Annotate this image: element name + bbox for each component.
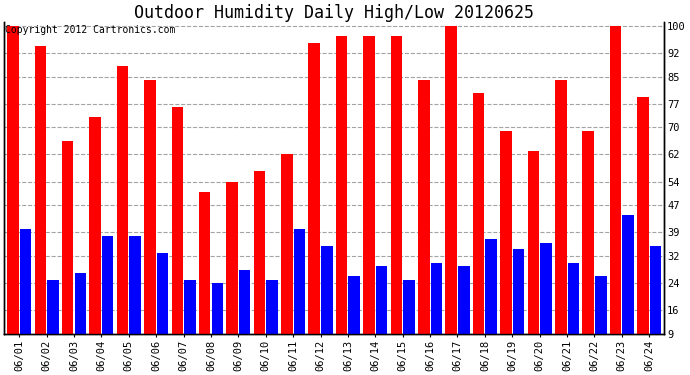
Bar (446, 26, 457, 364)
Bar (47, 280, 59, 364)
Bar (568, 263, 579, 364)
Bar (622, 216, 634, 364)
Bar (528, 151, 539, 364)
Bar (34, 46, 46, 364)
Bar (62, 141, 73, 364)
Bar (473, 93, 484, 364)
Bar (513, 249, 524, 364)
Bar (117, 66, 128, 364)
Bar (391, 36, 402, 364)
Bar (308, 43, 320, 364)
Bar (226, 182, 238, 364)
Bar (431, 263, 442, 364)
Bar (336, 36, 347, 364)
Bar (418, 80, 430, 364)
Bar (294, 229, 305, 364)
Bar (650, 246, 661, 364)
Bar (348, 276, 360, 364)
Bar (281, 154, 293, 364)
Bar (239, 270, 250, 364)
Bar (540, 243, 552, 364)
Bar (321, 246, 333, 364)
Bar (458, 266, 470, 364)
Bar (363, 36, 375, 364)
Bar (500, 131, 512, 364)
Bar (184, 280, 196, 364)
Bar (102, 236, 113, 364)
Bar (610, 26, 621, 364)
Bar (89, 117, 101, 364)
Bar (7, 26, 19, 364)
Bar (144, 80, 156, 364)
Bar (254, 171, 265, 364)
Bar (129, 236, 141, 364)
Bar (266, 280, 278, 364)
Bar (20, 229, 31, 364)
Title: Outdoor Humidity Daily High/Low 20120625: Outdoor Humidity Daily High/Low 20120625 (135, 4, 534, 22)
Bar (199, 192, 210, 364)
Bar (582, 131, 594, 364)
Bar (555, 80, 566, 364)
Bar (157, 253, 168, 364)
Bar (486, 239, 497, 364)
Bar (595, 276, 607, 364)
Bar (403, 280, 415, 364)
Bar (172, 107, 183, 364)
Bar (212, 283, 223, 364)
Bar (75, 273, 86, 364)
Text: Copyright 2012 Cartronics.com: Copyright 2012 Cartronics.com (6, 26, 176, 36)
Bar (637, 97, 649, 364)
Bar (376, 266, 387, 364)
